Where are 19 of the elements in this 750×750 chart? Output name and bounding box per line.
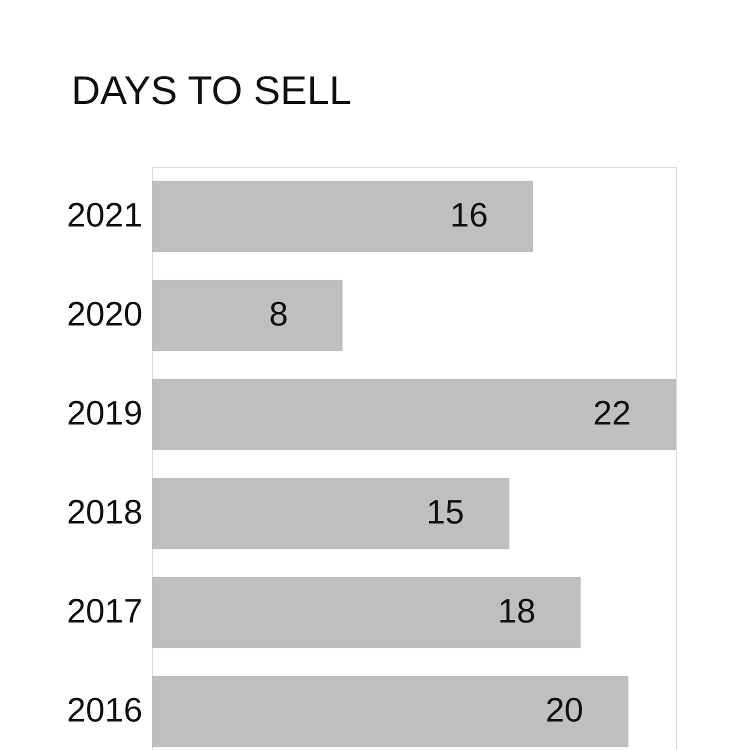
- y-tick-label: 2020: [66, 296, 142, 334]
- y-tick-label: 2019: [66, 394, 142, 432]
- bar: [152, 676, 628, 748]
- bar: [152, 478, 510, 550]
- data-label: 16: [450, 196, 488, 234]
- data-label: 8: [269, 296, 288, 334]
- data-label: 22: [593, 394, 631, 432]
- bar: [152, 180, 534, 252]
- bar: [152, 378, 676, 450]
- y-tick-label: 2018: [66, 494, 142, 532]
- chart-title: DAYS TO SELL: [71, 69, 352, 113]
- bar: [152, 280, 343, 352]
- data-label: 20: [545, 692, 584, 730]
- data-label: 15: [426, 494, 464, 532]
- y-tick-label: 2016: [66, 692, 142, 730]
- data-label: 18: [498, 592, 536, 630]
- bar: [152, 576, 581, 648]
- y-tick-label: 2017: [66, 592, 142, 630]
- y-tick-label: 2021: [66, 196, 142, 234]
